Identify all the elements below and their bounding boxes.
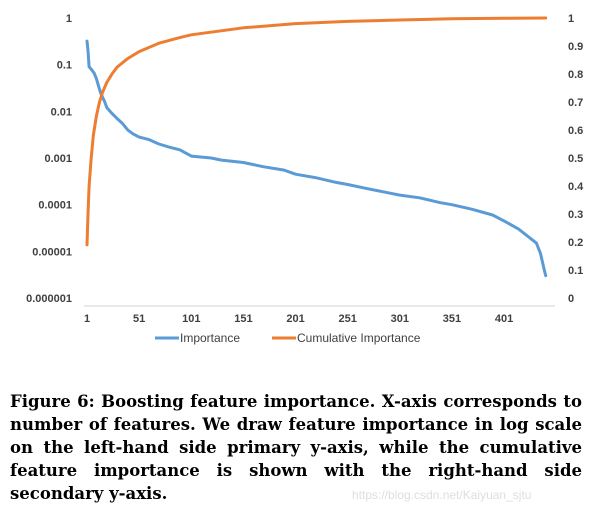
right-tick-label: 0 (568, 293, 574, 305)
x-tick-label: 151 (234, 313, 252, 325)
left-axis-ticks: 1 0.1 0.01 0.001 0.0001 0.00001 0.000001 (26, 13, 72, 305)
legend: Importance Cumulative Importance (155, 331, 421, 345)
series-layer (85, 16, 548, 278)
x-tick-label: 51 (133, 313, 145, 325)
x-axis-ticks: 1 51 101 151 201 251 301 351 401 (84, 313, 513, 325)
left-tick-label: 0.00001 (32, 246, 72, 258)
x-tick-label: 301 (391, 313, 409, 325)
left-tick-label: 1 (66, 13, 72, 25)
left-tick-label: 0.1 (57, 60, 72, 72)
right-tick-label: 1 (568, 13, 574, 25)
left-tick-label: 0.0001 (38, 200, 72, 212)
left-tick-label: 0.001 (44, 153, 72, 165)
right-tick-label: 0.2 (568, 237, 583, 249)
right-axis-ticks: 1 0.9 0.8 0.7 0.6 0.5 0.4 0.3 0.2 0.1 0 (568, 13, 584, 305)
right-tick-label: 0.6 (568, 125, 583, 137)
chart: 1 0.1 0.01 0.001 0.0001 0.00001 0.000001 1 0.9 0… (26, 13, 584, 345)
x-tick-label: 351 (443, 313, 461, 325)
figure-caption: Figure 6: Boosting feature importance. X… (10, 392, 582, 503)
x-tick-label: 401 (495, 313, 513, 325)
right-tick-label: 0.1 (568, 265, 583, 277)
importance-line (85, 39, 548, 278)
right-tick-label: 0.3 (568, 209, 583, 221)
x-tick-label: 101 (182, 313, 200, 325)
watermark-text: https://blog.csdn.net/Kaiyuan_sjtu (352, 488, 532, 502)
right-tick-label: 0.7 (568, 97, 583, 109)
legend-label: Importance (180, 331, 240, 345)
x-tick-label: 251 (338, 313, 356, 325)
right-tick-label: 0.5 (568, 153, 583, 165)
left-tick-label: 0.01 (51, 106, 72, 118)
right-tick-label: 0.8 (568, 69, 583, 81)
x-tick-label: 1 (84, 313, 90, 325)
right-tick-label: 0.9 (568, 41, 583, 53)
right-tick-label: 0.4 (568, 181, 584, 193)
x-tick-label: 201 (286, 313, 304, 325)
legend-label: Cumulative Importance (297, 331, 421, 345)
left-tick-label: 0.000001 (26, 293, 72, 305)
cumulative-importance-line (85, 16, 548, 247)
